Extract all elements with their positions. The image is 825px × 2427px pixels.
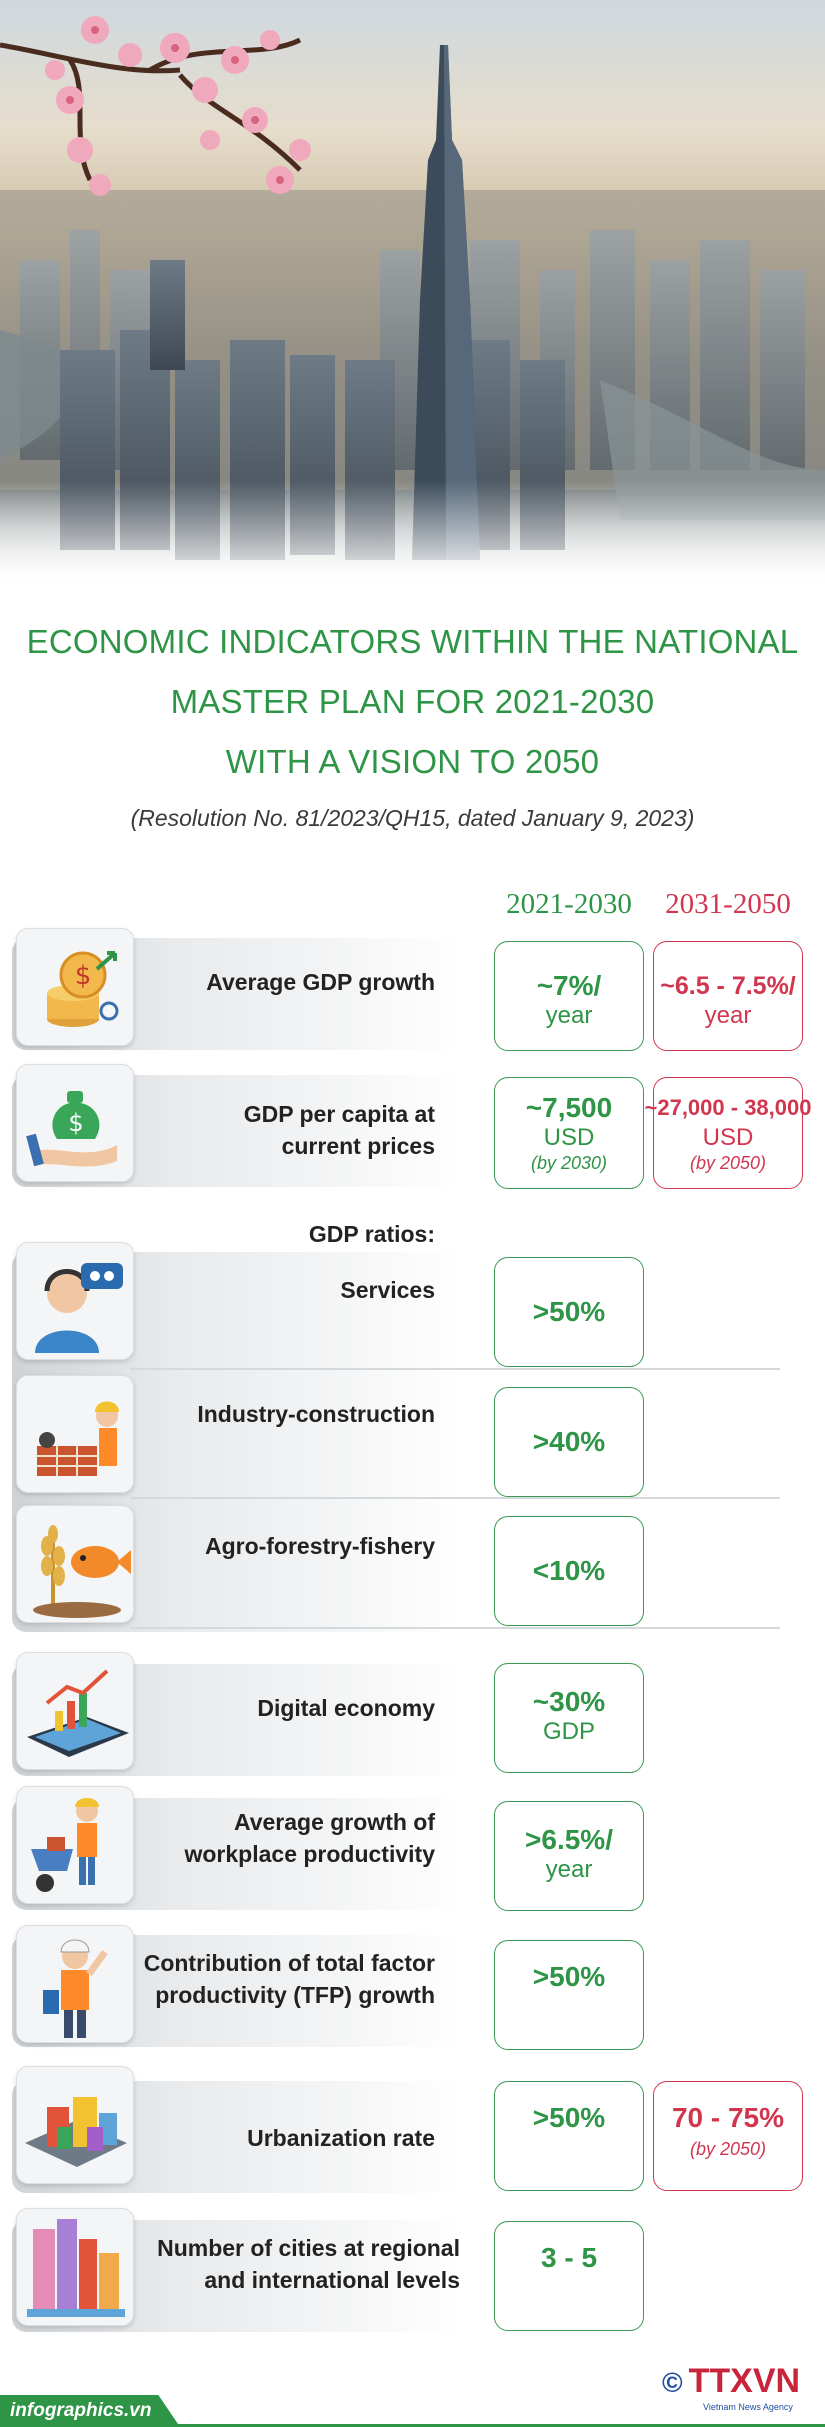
value-gdp-growth-2030: ~7%/ year	[494, 941, 644, 1051]
label-tfp: Contribution of total factor productivit…	[130, 1947, 435, 2011]
page-title-line1: ECONOMIC INDICATORS WITHIN THE NATIONAL	[26, 623, 799, 660]
value-industry-2030: >40%	[494, 1387, 644, 1497]
label-cities: Number of cities at regional and interna…	[130, 2232, 460, 2296]
label-line: Number of cities at regional	[157, 2235, 460, 2261]
label-line: Average growth of	[233, 1809, 435, 1835]
city-block-icon	[16, 2066, 134, 2184]
divider	[130, 1627, 780, 1629]
svg-text:$: $	[68, 1109, 83, 1137]
agency-name: Vietnam News Agency	[703, 2402, 793, 2412]
copyright-symbol: ©	[662, 2367, 683, 2398]
value-big: 3 - 5	[540, 2242, 598, 2273]
skyscrapers-icon	[16, 2208, 134, 2326]
label-gdp-per-capita: GDP per capita at current prices	[130, 1098, 435, 1162]
value-gdp-per-capita-2030: ~7,500 USD (by 2030)	[494, 1077, 644, 1189]
engineer-icon	[16, 1925, 134, 2043]
value-unit: USD	[543, 1124, 595, 1151]
label-urbanization: Urbanization rate	[247, 2125, 435, 2151]
coin-stack-icon: $	[16, 928, 134, 1046]
footer-site-link[interactable]: infographics.vn	[10, 2400, 152, 2421]
worker-wheelbarrow-icon	[16, 1786, 134, 1904]
value-note: (by 2030)	[530, 1153, 608, 1173]
divider	[130, 1368, 780, 1370]
label-line: current prices	[281, 1133, 435, 1159]
value-big: <10%	[532, 1555, 606, 1586]
value-urbanization-2050: 70 - 75% (by 2050)	[653, 2081, 803, 2191]
hero-image	[0, 0, 825, 585]
value-cities-2030: 3 - 5	[494, 2221, 644, 2331]
value-big: >50%	[532, 2102, 606, 2133]
label-line: and international levels	[204, 2267, 460, 2293]
value-big: >50%	[532, 1961, 606, 1992]
value-urbanization-2030: >50%	[494, 2081, 644, 2191]
value-note: (by 2050)	[689, 1153, 767, 1173]
column-header-2021-2030: 2021-2030	[506, 888, 632, 920]
wheat-fish-icon	[16, 1505, 134, 1623]
page-title-line3: WITH A VISION TO 2050	[225, 743, 600, 780]
value-unit: year	[704, 1002, 752, 1029]
label-line: workplace productivity	[184, 1841, 435, 1867]
call-center-icon	[16, 1242, 134, 1360]
value-gdp-per-capita-2050: ~27,000 - 38,000 USD (by 2050)	[645, 1077, 811, 1189]
label-industry: Industry-construction	[197, 1401, 435, 1427]
value-big: 70 - 75%	[671, 2102, 785, 2133]
label-line: Contribution of total factor	[143, 1950, 435, 1976]
value-unit: GDP	[542, 1718, 595, 1745]
label-services: Services	[340, 1277, 435, 1303]
ttxvn-logo: © TTXVN	[662, 2362, 800, 2401]
label-gdp-growth: Average GDP growth	[206, 969, 435, 995]
value-services-2030: >50%	[494, 1257, 644, 1367]
value-big: >40%	[532, 1426, 606, 1457]
label-digital: Digital economy	[257, 1695, 435, 1721]
value-note: (by 2050)	[689, 2139, 767, 2159]
value-big: >50%	[532, 1296, 606, 1327]
value-unit: USD	[702, 1124, 754, 1151]
label-productivity: Average growth of workplace productivity	[130, 1806, 435, 1870]
value-big: >6.5%/	[525, 1824, 613, 1855]
logo-text: TTXVN	[688, 2362, 801, 2400]
value-gdp-growth-2050: ~6.5 - 7.5%/ year	[653, 941, 803, 1051]
label-line: productivity (TFP) growth	[155, 1982, 435, 2008]
value-big: ~27,000 - 38,000	[644, 1095, 812, 1120]
city-skyline-illustration	[0, 16, 825, 585]
money-bag-hand-icon: $	[16, 1064, 134, 1182]
value-productivity-2030: >6.5%/ year	[494, 1801, 644, 1911]
footer-site-tab[interactable]: infographics.vn	[0, 2395, 180, 2427]
resolution-subtitle: (Resolution No. 81/2023/QH15, dated Janu…	[130, 805, 695, 831]
value-big: ~6.5 - 7.5%/	[660, 972, 796, 1000]
value-tfp-2030: >50%	[494, 1940, 644, 2050]
construction-worker-icon	[16, 1375, 134, 1493]
svg-text:$: $	[75, 961, 92, 991]
value-digital-2030: ~30% GDP	[494, 1663, 644, 1773]
value-unit: year	[545, 1002, 593, 1029]
value-big: ~7,500	[525, 1092, 613, 1123]
label-line: GDP per capita at	[243, 1101, 435, 1127]
footer-line	[170, 2424, 825, 2427]
value-unit: year	[545, 1856, 593, 1883]
divider	[130, 1497, 780, 1499]
label-agro: Agro-forestry-fishery	[204, 1533, 435, 1559]
tablet-chart-icon	[16, 1652, 134, 1770]
value-big: ~7%/	[536, 970, 602, 1001]
gdp-ratios-heading: GDP ratios:	[308, 1221, 435, 1247]
column-header-2031-2050: 2031-2050	[665, 888, 791, 920]
page-title-line2: MASTER PLAN FOR 2021-2030	[170, 683, 655, 720]
value-agro-2030: <10%	[494, 1516, 644, 1626]
value-big: ~30%	[532, 1686, 606, 1717]
